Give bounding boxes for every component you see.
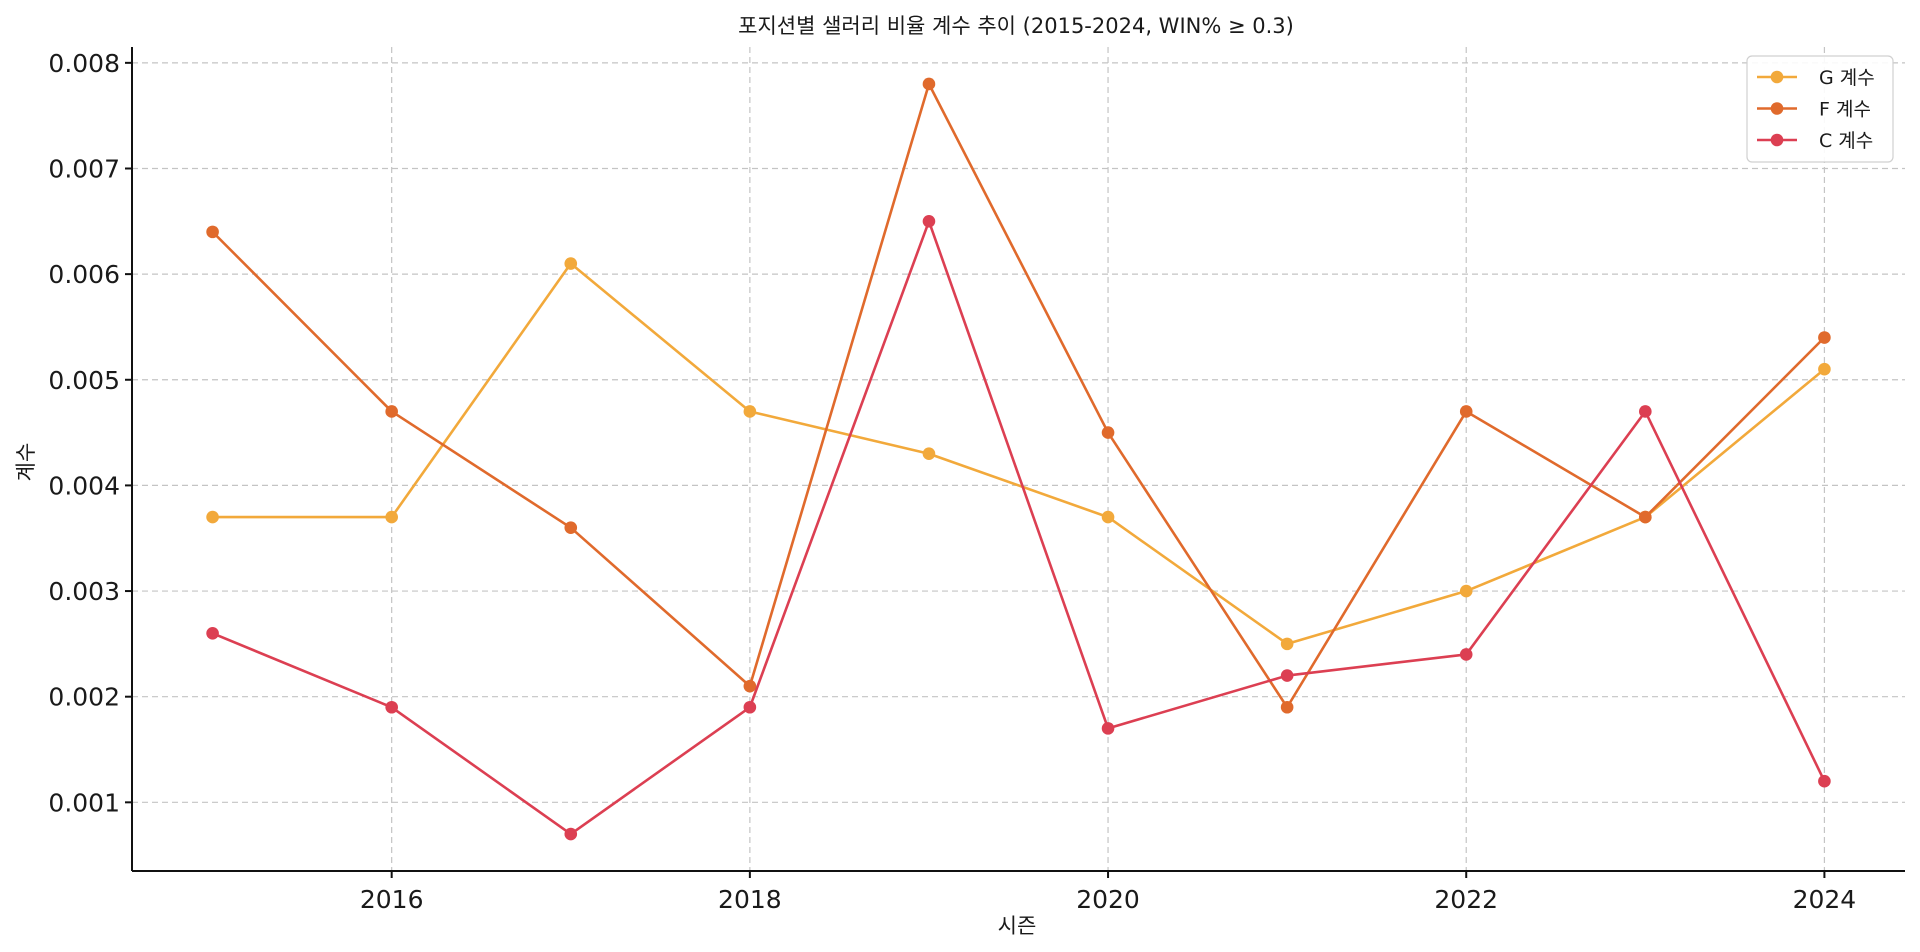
- y-tick-label: 0.008: [48, 49, 120, 78]
- data-point: [564, 827, 578, 841]
- data-point: [1818, 362, 1831, 376]
- legend: G 계수 F 계수 C 계수: [1746, 55, 1894, 163]
- legend-marker: [1770, 70, 1784, 84]
- data-point: [1459, 648, 1473, 661]
- series-f: [206, 77, 1831, 714]
- legend-label: C 계수: [1819, 130, 1873, 152]
- x-tick-label: 2022: [1434, 885, 1498, 914]
- data-point: [206, 627, 219, 640]
- x-tick-label: 2024: [1793, 885, 1857, 914]
- y-tick-label: 0.007: [48, 154, 120, 183]
- series-line: [212, 262, 1826, 646]
- data-point: [743, 405, 757, 418]
- data-point: [1101, 426, 1115, 439]
- data-point: [1459, 584, 1473, 598]
- grid: [132, 47, 1905, 871]
- data-point: [922, 77, 936, 91]
- data-point: [1639, 510, 1652, 524]
- y-tick-label: 0.006: [48, 260, 120, 289]
- series-group: [206, 77, 1831, 841]
- axes: [125, 47, 1905, 878]
- data-point: [1818, 774, 1831, 788]
- series-g: [206, 257, 1831, 651]
- y-axis-title: 계수: [14, 443, 38, 482]
- y-tick-label: 0.002: [48, 683, 120, 712]
- data-point: [564, 257, 578, 270]
- data-point: [922, 215, 936, 228]
- legend-marker: [1770, 133, 1784, 147]
- legend-entry: C 계수: [1757, 130, 1873, 152]
- data-point: [1639, 405, 1652, 418]
- y-tick-label: 0.005: [48, 366, 120, 395]
- legend-marker: [1770, 102, 1784, 115]
- legend-entry: F 계수: [1757, 99, 1871, 121]
- data-point: [743, 700, 757, 714]
- data-point: [385, 510, 398, 524]
- data-point: [564, 521, 578, 534]
- series-line: [211, 82, 1826, 709]
- data-point: [922, 447, 936, 461]
- data-point: [206, 225, 219, 239]
- data-point: [1101, 510, 1115, 524]
- legend-label: G 계수: [1819, 67, 1875, 89]
- data-point: [385, 405, 398, 418]
- data-point: [1101, 722, 1115, 735]
- x-tick-label: 2020: [1076, 885, 1140, 914]
- chart-title: 포지션별 샐러리 비율 계수 추이 (2015-2024, WIN% ≥ 0.3…: [738, 14, 1294, 38]
- data-point: [1280, 637, 1294, 651]
- data-point: [385, 700, 398, 714]
- x-tick-label: 2018: [718, 885, 782, 914]
- legend-label: F 계수: [1819, 99, 1871, 121]
- data-point: [1459, 405, 1473, 418]
- series-line: [212, 220, 1826, 836]
- y-tick-label: 0.004: [48, 471, 120, 500]
- series-c: [206, 215, 1831, 841]
- y-tick-label: 0.003: [48, 577, 120, 606]
- tick-labels: 2016 2018 2020 2022 2024 0.001 0.002 0.003 0.004…: [48, 49, 1856, 914]
- y-tick-label: 0.001: [48, 788, 120, 817]
- data-point: [206, 510, 219, 524]
- data-point: [1280, 669, 1294, 682]
- legend-box: [1746, 55, 1894, 163]
- data-point: [1818, 331, 1831, 344]
- legend-entry: G 계수: [1757, 67, 1875, 89]
- x-axis-title: 시즌: [998, 914, 1037, 938]
- data-point: [743, 679, 757, 693]
- x-tick-label: 2016: [360, 885, 424, 914]
- data-point: [1280, 700, 1294, 714]
